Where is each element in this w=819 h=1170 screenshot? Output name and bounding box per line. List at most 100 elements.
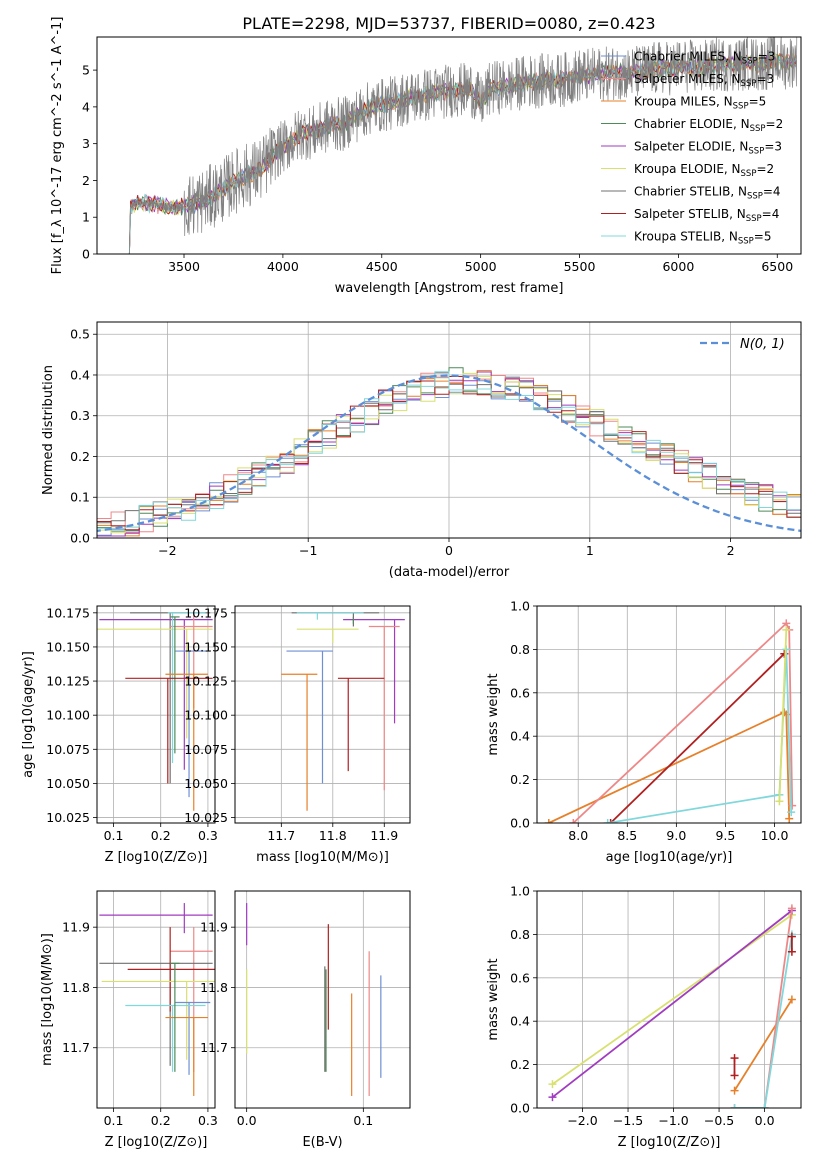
x-tick-label: 0.0 (237, 1113, 257, 1128)
weight-line-kroupa_miles (548, 711, 791, 823)
legend-label: Kroupa ELODIE, NSSP=2 (634, 162, 774, 179)
panel-weight_vs_Z: −2.0 −1.5 −1.0 −0.5 0.0 0.0 0.2 0.4 0.6 0.8 1.0 Z [… (486, 884, 802, 1150)
x-tick-label: 0.0 (755, 1113, 775, 1128)
y-tick-label: 1.0 (510, 884, 530, 899)
x-tick-label: 5000 (465, 259, 497, 274)
legend-label-sub: SSP (746, 214, 762, 224)
y-tick-label: 0.8 (510, 642, 530, 657)
x-tick-label: −2.0 (567, 1113, 597, 1128)
x-tick-label: 6500 (761, 259, 793, 274)
plot-area-mass_vs_Z (99, 903, 215, 1096)
x-tick-label: 10.0 (761, 828, 789, 843)
x-tick-label: 0.2 (151, 1113, 171, 1128)
hist-step-kroupa_stelib (97, 371, 801, 529)
plot-area-spectrum (124, 37, 798, 254)
x-tick-label: 9.0 (666, 828, 686, 843)
y-tick-label: 10.125 (184, 674, 228, 689)
legend-label-suffix: =5 (754, 230, 772, 244)
legend-label-sub: SSP (741, 169, 757, 179)
legend-label-main: Chabrier ELODIE, N (634, 117, 750, 131)
legend-item: Chabrier ELODIE, NSSP=2 (601, 117, 783, 134)
x-tick-label: 0.3 (198, 828, 218, 843)
legend-label: N(0, 1) (740, 337, 785, 352)
errorbar-point (281, 673, 318, 811)
panel-weight_vs_age: 8.0 8.5 9.0 9.5 10.0 0.0 0.2 0.4 0.6 0.8 1.0 age [l… (486, 599, 802, 865)
figure-title: PLATE=2298, MJD=53737, FIBERID=0080, z=0… (242, 14, 655, 33)
weight-line-kroupa_miles (733, 999, 793, 1092)
legend-item: Kroupa MILES, NSSP=5 (601, 95, 766, 112)
y-tick-label: 1 (82, 210, 90, 225)
y-tick-label: 0.2 (70, 449, 90, 464)
y-tick-label: 11.8 (62, 980, 90, 995)
legend-label-sub: SSP (733, 102, 749, 112)
errorbar-point (343, 619, 405, 724)
x-axis-label: Z [log10(Z/Z⊙)] (105, 850, 208, 865)
legend-label-main: Kroupa ELODIE, N (634, 162, 741, 176)
x-tick-label: 11.8 (319, 828, 347, 843)
weight-line-kroupa_elodie (778, 629, 788, 802)
y-tick-label: 0.1 (70, 490, 90, 505)
x-tick-label: 0.3 (198, 1113, 218, 1128)
errorbar-point (125, 1004, 206, 1072)
errorbar-point (296, 628, 359, 643)
y-axis-label: mass weight (486, 673, 501, 755)
x-axis-label: (data-model)/error (389, 565, 510, 580)
axes-frame (234, 605, 411, 824)
x-axis-label: E(B-V) (302, 1135, 342, 1150)
y-tick-label: 0.8 (510, 927, 530, 942)
y-tick-label: 1.0 (510, 599, 530, 614)
x-tick-label: 0.1 (104, 828, 124, 843)
y-tick-label: 4 (82, 99, 90, 114)
x-axis-label: mass [log10(M/M⊙)] (256, 850, 389, 865)
y-tick-label: 0.4 (510, 1014, 530, 1029)
weight-line-salpeter_miles (734, 908, 793, 1108)
x-tick-label: 4000 (267, 259, 299, 274)
x-tick-label: −1.5 (613, 1113, 643, 1128)
legend-label-sub: SSP (747, 192, 763, 202)
errorbar-point (125, 677, 213, 784)
plot-area-age_vs_Z (97, 612, 213, 811)
legend-label-suffix: =3 (756, 72, 774, 86)
y-tick-label: 10.150 (46, 639, 90, 654)
legend-label-sub: SSP (741, 79, 757, 89)
x-tick-label: −1.0 (658, 1113, 688, 1128)
legend-label: Chabrier ELODIE, NSSP=2 (634, 117, 783, 134)
weight-line-salpeter_stelib (609, 653, 785, 823)
legend-label-suffix: =3 (758, 50, 776, 64)
x-axis-label: wavelength [Angstrom, rest frame] (335, 281, 564, 296)
x-tick-label: 11.9 (370, 828, 398, 843)
x-tick-label: 11.7 (267, 828, 295, 843)
legend-label: Salpeter MILES, NSSP=3 (634, 72, 774, 89)
legend-label-sub: SSP (750, 124, 766, 134)
legend-label-suffix: =2 (766, 117, 784, 131)
y-tick-label: 10.100 (46, 708, 90, 723)
plot-area-age_vs_mass (281, 612, 405, 811)
errorbar-point (101, 980, 215, 1060)
x-tick-label: −2 (158, 543, 176, 558)
weight-line-salpeter_miles (572, 621, 794, 823)
errorbar-point (296, 612, 364, 620)
y-tick-label: 10.050 (46, 776, 90, 791)
legend-item: Salpeter STELIB, NSSP=4 (601, 207, 779, 224)
plot-area-weight_vs_age (544, 619, 797, 823)
plot-area-mass_vs_ebv (246, 903, 382, 1096)
y-tick-label: 11.7 (200, 1040, 228, 1055)
legend-label-main: Kroupa STELIB, N (634, 230, 738, 244)
y-axis-label: Flux [f_λ 10^-17 erg cm^-2 s^-1 A^-1] (50, 17, 65, 275)
chart-layer: 3500 4000 4500 5000 5500 6000 6500 0 1 2 3 4 5 wavele… (21, 17, 802, 1150)
x-tick-label: 0 (445, 543, 453, 558)
y-tick-label: 0.0 (70, 531, 90, 546)
legend-label-sub: SSP (742, 57, 758, 67)
errorbar-point (130, 612, 211, 784)
legend-label-main: Chabrier STELIB, N (634, 185, 747, 199)
x-tick-label: 4500 (366, 259, 398, 274)
panel-residuals: −2 −1 0 1 2 0.0 0.1 0.2 0.3 0.4 0.5 (data-model)/er… (41, 321, 802, 580)
x-axis-label: Z [log10(Z/Z⊙)] (618, 1135, 721, 1150)
y-tick-label: 10.075 (46, 742, 90, 757)
y-tick-label: 0.3 (70, 408, 90, 423)
errorbar-point (165, 1016, 208, 1096)
legend-label: Salpeter ELODIE, NSSP=3 (634, 140, 782, 157)
y-tick-label: 0.2 (510, 772, 530, 787)
panel-mass_vs_Z: 0.1 0.2 0.3 11.7 11.8 11.9 Z [log10(Z/Z⊙)] mass… (40, 890, 218, 1150)
